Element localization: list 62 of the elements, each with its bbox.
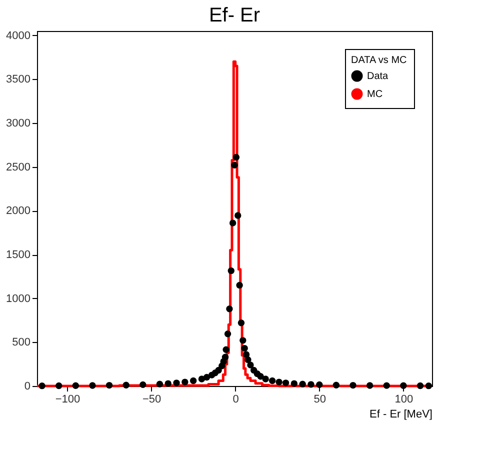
- y-tick-label: 3500: [6, 74, 30, 86]
- x-tick-label: −50: [142, 394, 162, 406]
- legend-label: Data: [367, 71, 389, 82]
- point: [350, 382, 356, 389]
- legend-title: DATA vs MC: [351, 55, 407, 66]
- point: [244, 356, 252, 364]
- point: [332, 382, 340, 388]
- x-tick-label: −100: [55, 394, 80, 406]
- point: [290, 380, 298, 387]
- chart-title: Ef- Er: [208, 4, 260, 26]
- y-tick-label: 1500: [6, 249, 30, 262]
- point: [190, 377, 197, 384]
- point: [247, 362, 254, 368]
- point: [140, 381, 146, 388]
- point: [55, 382, 62, 390]
- point: [231, 162, 238, 168]
- point: [240, 337, 246, 344]
- point: [366, 382, 374, 389]
- point: [232, 154, 240, 161]
- y-tick-label: 3000: [6, 118, 30, 130]
- x-tick-label: 50: [314, 394, 326, 406]
- x-tick-label: 100: [394, 394, 414, 406]
- point: [268, 377, 276, 384]
- point: [262, 376, 269, 382]
- point: [72, 382, 80, 389]
- point: [316, 381, 323, 388]
- point: [226, 306, 233, 312]
- point: [425, 382, 432, 390]
- point: [89, 382, 96, 389]
- point: [299, 380, 306, 388]
- point: [236, 282, 243, 289]
- legend-label: MC: [367, 89, 383, 100]
- point: [282, 380, 290, 386]
- point: [229, 220, 236, 226]
- point: [173, 380, 180, 386]
- point: [400, 382, 407, 389]
- x-tick-label: 0: [232, 394, 239, 406]
- point: [308, 381, 314, 388]
- y-tick-label: 1000: [6, 292, 30, 305]
- point: [224, 330, 232, 338]
- point: [241, 344, 248, 352]
- y-tick-label: 500: [12, 336, 30, 349]
- point: [257, 373, 264, 380]
- y-tick-label: 4000: [6, 30, 30, 42]
- point: [276, 378, 282, 386]
- x-axis-title: Ef - Er [MeV]: [370, 408, 432, 420]
- y-tick-label: 0: [24, 380, 30, 392]
- point: [182, 378, 188, 386]
- point: [106, 382, 113, 389]
- point: [416, 382, 424, 390]
- point: [238, 320, 245, 326]
- y-tick-label: 2500: [6, 161, 30, 174]
- point: [234, 212, 242, 219]
- point: [164, 380, 172, 387]
- point: [156, 380, 164, 388]
- point: [228, 267, 234, 274]
- point: [222, 354, 229, 360]
- y-tick-label: 2000: [6, 205, 30, 218]
- point: [38, 382, 46, 390]
- point: [122, 382, 130, 388]
- point: [383, 382, 390, 389]
- point: [222, 346, 230, 353]
